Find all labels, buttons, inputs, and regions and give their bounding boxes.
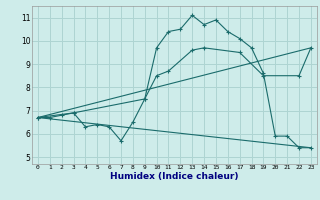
X-axis label: Humidex (Indice chaleur): Humidex (Indice chaleur) — [110, 172, 239, 181]
